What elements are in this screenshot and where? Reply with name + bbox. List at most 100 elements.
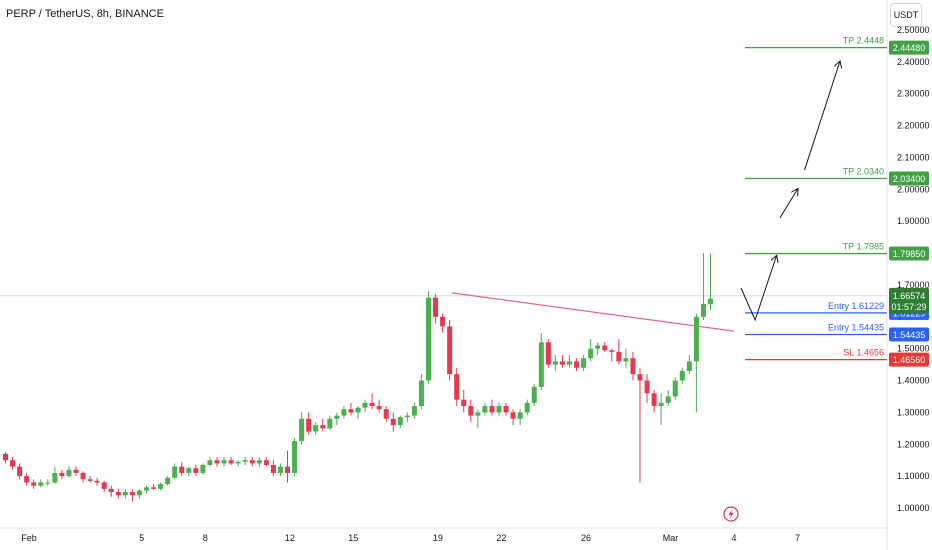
candle (122, 488, 128, 499)
price-tick-label: 1.90000 (897, 216, 930, 226)
candle-body (524, 402, 530, 413)
lightning-icon[interactable] (723, 506, 739, 522)
projection-layer (740, 62, 840, 322)
candle-body (496, 406, 502, 413)
candle-body (609, 350, 615, 352)
price-tick-label: 1.10000 (897, 471, 930, 481)
candle-body (383, 409, 389, 419)
candle-body (45, 482, 51, 484)
price-tick-label: 2.50000 (897, 25, 930, 35)
projection-arrow-3 (804, 62, 840, 171)
candle (574, 358, 580, 371)
candle-body (158, 484, 164, 489)
candle-body (545, 342, 551, 365)
candle (242, 457, 248, 465)
candle-body (292, 441, 298, 473)
price-tick-label: 1.50000 (897, 344, 930, 354)
candle (524, 399, 530, 416)
candle-body (454, 374, 460, 400)
candle (665, 390, 671, 407)
candle-body (588, 348, 594, 359)
price-tag-text: 1.46560 (893, 355, 926, 365)
candle (144, 485, 149, 494)
candle-body (510, 412, 516, 419)
price-tick-label: 1.70000 (897, 280, 930, 290)
candle (151, 484, 157, 491)
candle-body (144, 487, 149, 491)
level-label: TP 2.4448 (843, 36, 884, 46)
candle-body (186, 468, 192, 473)
candle (277, 463, 283, 477)
candle (355, 406, 361, 419)
candle-body (179, 466, 185, 473)
time-tick-label: 22 (496, 533, 506, 543)
candle (672, 377, 678, 400)
candle (193, 464, 199, 477)
candle-body (679, 370, 685, 381)
candle (658, 393, 664, 426)
candle-body (665, 396, 671, 403)
candle (595, 342, 601, 356)
candle (228, 457, 234, 465)
candle (644, 374, 650, 403)
candle-body (595, 345, 601, 349)
candle (390, 412, 396, 432)
candle-body (214, 460, 220, 464)
candle (17, 463, 23, 480)
candle (108, 485, 114, 497)
price-tick-label: 1.00000 (897, 503, 930, 513)
candle (468, 399, 474, 422)
candle-body (73, 469, 79, 473)
price-tag (889, 171, 929, 186)
candle (3, 452, 8, 464)
candle-body (327, 418, 333, 429)
candle-body (334, 415, 340, 419)
candle (45, 479, 51, 486)
candle (165, 476, 171, 486)
level-label: TP 1.7985 (843, 242, 884, 252)
candle-body (52, 472, 58, 483)
candle-body (390, 418, 396, 426)
candle-body (693, 316, 699, 362)
candle-body (80, 472, 86, 480)
candle-body (299, 418, 305, 442)
candle-body (517, 412, 523, 419)
candle-body (644, 380, 650, 394)
candle (115, 488, 121, 499)
candle-body (567, 361, 572, 365)
candle (418, 374, 424, 410)
candle-body (165, 477, 171, 485)
candle (369, 393, 375, 410)
candle-body (651, 393, 657, 407)
currency-button[interactable]: USDT (890, 3, 922, 27)
price-tick-label: 2.30000 (897, 89, 930, 99)
candle-body (369, 402, 375, 407)
time-tick-label: 19 (433, 533, 443, 543)
level-label: Entry 1.54435 (828, 323, 884, 333)
candle-body (672, 380, 678, 397)
candle-body (10, 460, 16, 467)
candle (73, 466, 79, 477)
price-axis: 1.00000 1.10000 1.20000 1.30000 1.40000 1.500… (897, 25, 930, 513)
candle-body (172, 466, 178, 478)
candle (327, 415, 333, 430)
price-tag-text: 2.44480 (893, 43, 926, 53)
candle (362, 399, 368, 413)
candle (87, 476, 93, 483)
candle (306, 412, 312, 435)
candle (31, 479, 37, 489)
candle-body (397, 417, 403, 426)
candle (10, 457, 16, 470)
candle (136, 488, 142, 499)
candle-body (376, 406, 382, 410)
current-price-value: 1.66574 (893, 291, 926, 301)
candle-body (708, 298, 713, 305)
candle (440, 313, 446, 333)
candle (503, 402, 509, 416)
candle (292, 437, 298, 477)
candle (609, 348, 615, 362)
price-tag (889, 352, 929, 367)
candle-body (129, 492, 135, 496)
candle (708, 253, 713, 311)
